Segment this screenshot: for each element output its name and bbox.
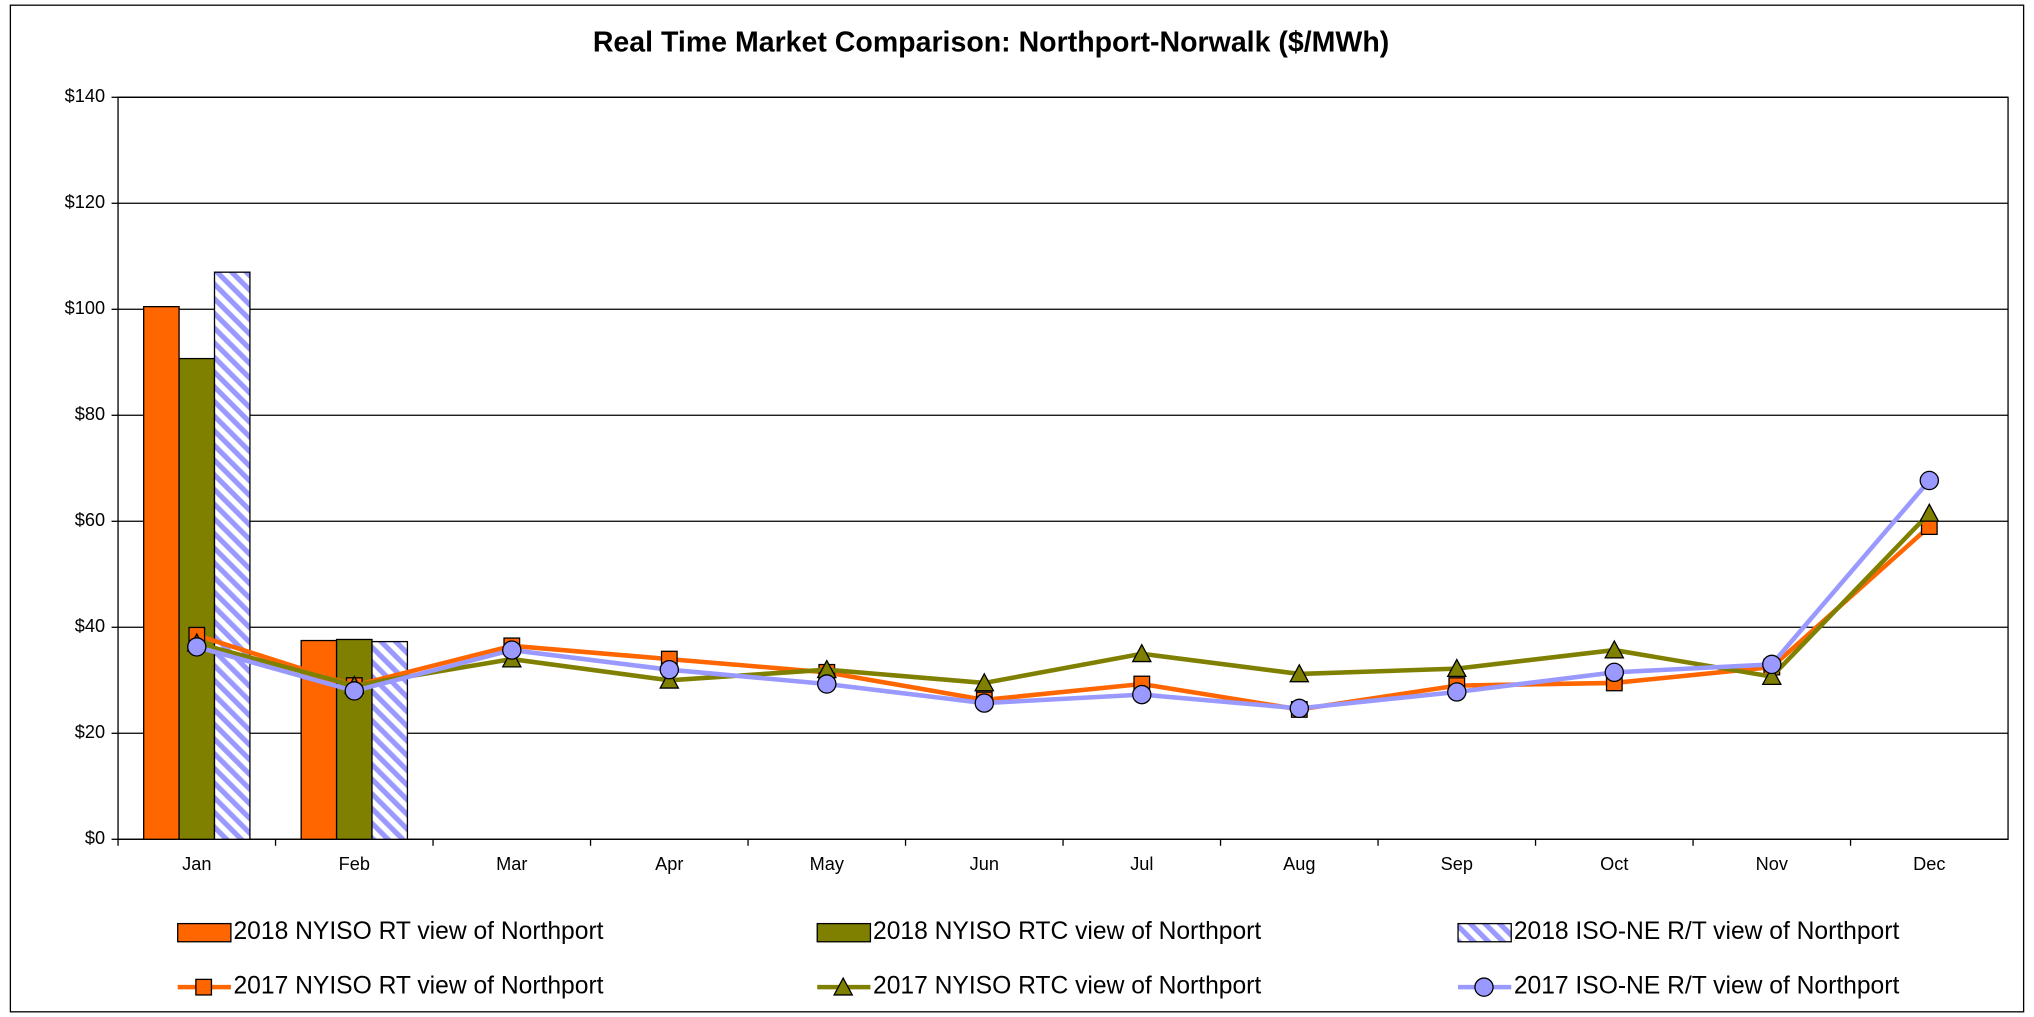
marker — [344, 681, 365, 701]
x-tick-label: Nov — [1756, 854, 1789, 874]
marker — [1289, 698, 1310, 719]
x-tick-label: May — [810, 854, 845, 874]
marker — [974, 672, 995, 692]
marker — [1919, 470, 1940, 491]
x-tick-label: Jun — [970, 854, 999, 874]
bar — [335, 638, 373, 840]
y-tick-label: $60 — [75, 510, 105, 530]
plot-area — [118, 97, 2009, 840]
legend-label: 2017 NYISO RT view of Northport — [233, 973, 603, 1000]
marker — [659, 669, 680, 689]
y-tick-label: $120 — [65, 192, 105, 212]
marker — [1762, 654, 1782, 675]
marker — [974, 693, 995, 713]
legend-swatch — [177, 922, 232, 943]
x-tick-label: Jan — [182, 854, 211, 874]
marker — [1604, 639, 1625, 659]
line — [196, 524, 1931, 712]
marker — [1761, 666, 1782, 686]
line — [196, 479, 1932, 711]
marker — [1604, 662, 1625, 683]
marker — [1446, 658, 1467, 678]
marker — [187, 637, 207, 657]
bar — [213, 271, 251, 840]
line — [196, 511, 1931, 688]
marker — [502, 640, 522, 660]
bar — [143, 305, 180, 840]
x-tick-label: Oct — [1600, 854, 1628, 874]
x-tick-label: Feb — [339, 854, 370, 874]
x-tick-label: Mar — [496, 854, 527, 874]
marker — [1131, 643, 1152, 663]
legend-swatch — [1457, 922, 1512, 943]
marker — [1919, 502, 1940, 522]
legend-swatch — [816, 922, 872, 943]
legend-label: 2018 NYISO RTC view of Northport — [873, 918, 1261, 945]
x-tick-label: Apr — [655, 854, 683, 874]
y-tick-label: $20 — [75, 722, 105, 742]
y-tick-label: $140 — [65, 86, 105, 106]
y-tick-label: $100 — [65, 298, 105, 318]
marker — [1447, 682, 1467, 702]
chart-title: Real Time Market Comparison: Northport-N… — [593, 27, 1389, 59]
x-tick-label: Dec — [1913, 854, 1945, 874]
marker — [1289, 663, 1310, 683]
x-tick-label: Sep — [1441, 854, 1473, 874]
marker — [817, 674, 837, 694]
bar — [178, 357, 216, 840]
legend-label: 2018 ISO-NE R/T view of Northport — [1514, 918, 1900, 945]
x-tick-label: Jul — [1130, 854, 1153, 874]
y-tick-label: $40 — [75, 616, 105, 636]
marker — [1132, 684, 1152, 705]
legend-marker — [833, 976, 854, 996]
legend-label: 2017 ISO-NE R/T view of Northport — [1514, 973, 1900, 1000]
legend-marker — [195, 978, 213, 996]
y-tick-label: $80 — [75, 404, 105, 424]
legend-marker — [1474, 977, 1494, 997]
marker — [659, 659, 680, 680]
y-tick-label: $0 — [85, 828, 105, 848]
x-tick-label: Aug — [1283, 854, 1315, 874]
legend-label: 2018 NYISO RT view of Northport — [233, 918, 603, 945]
legend-label: 2017 NYISO RTC view of Northport — [873, 973, 1261, 1000]
